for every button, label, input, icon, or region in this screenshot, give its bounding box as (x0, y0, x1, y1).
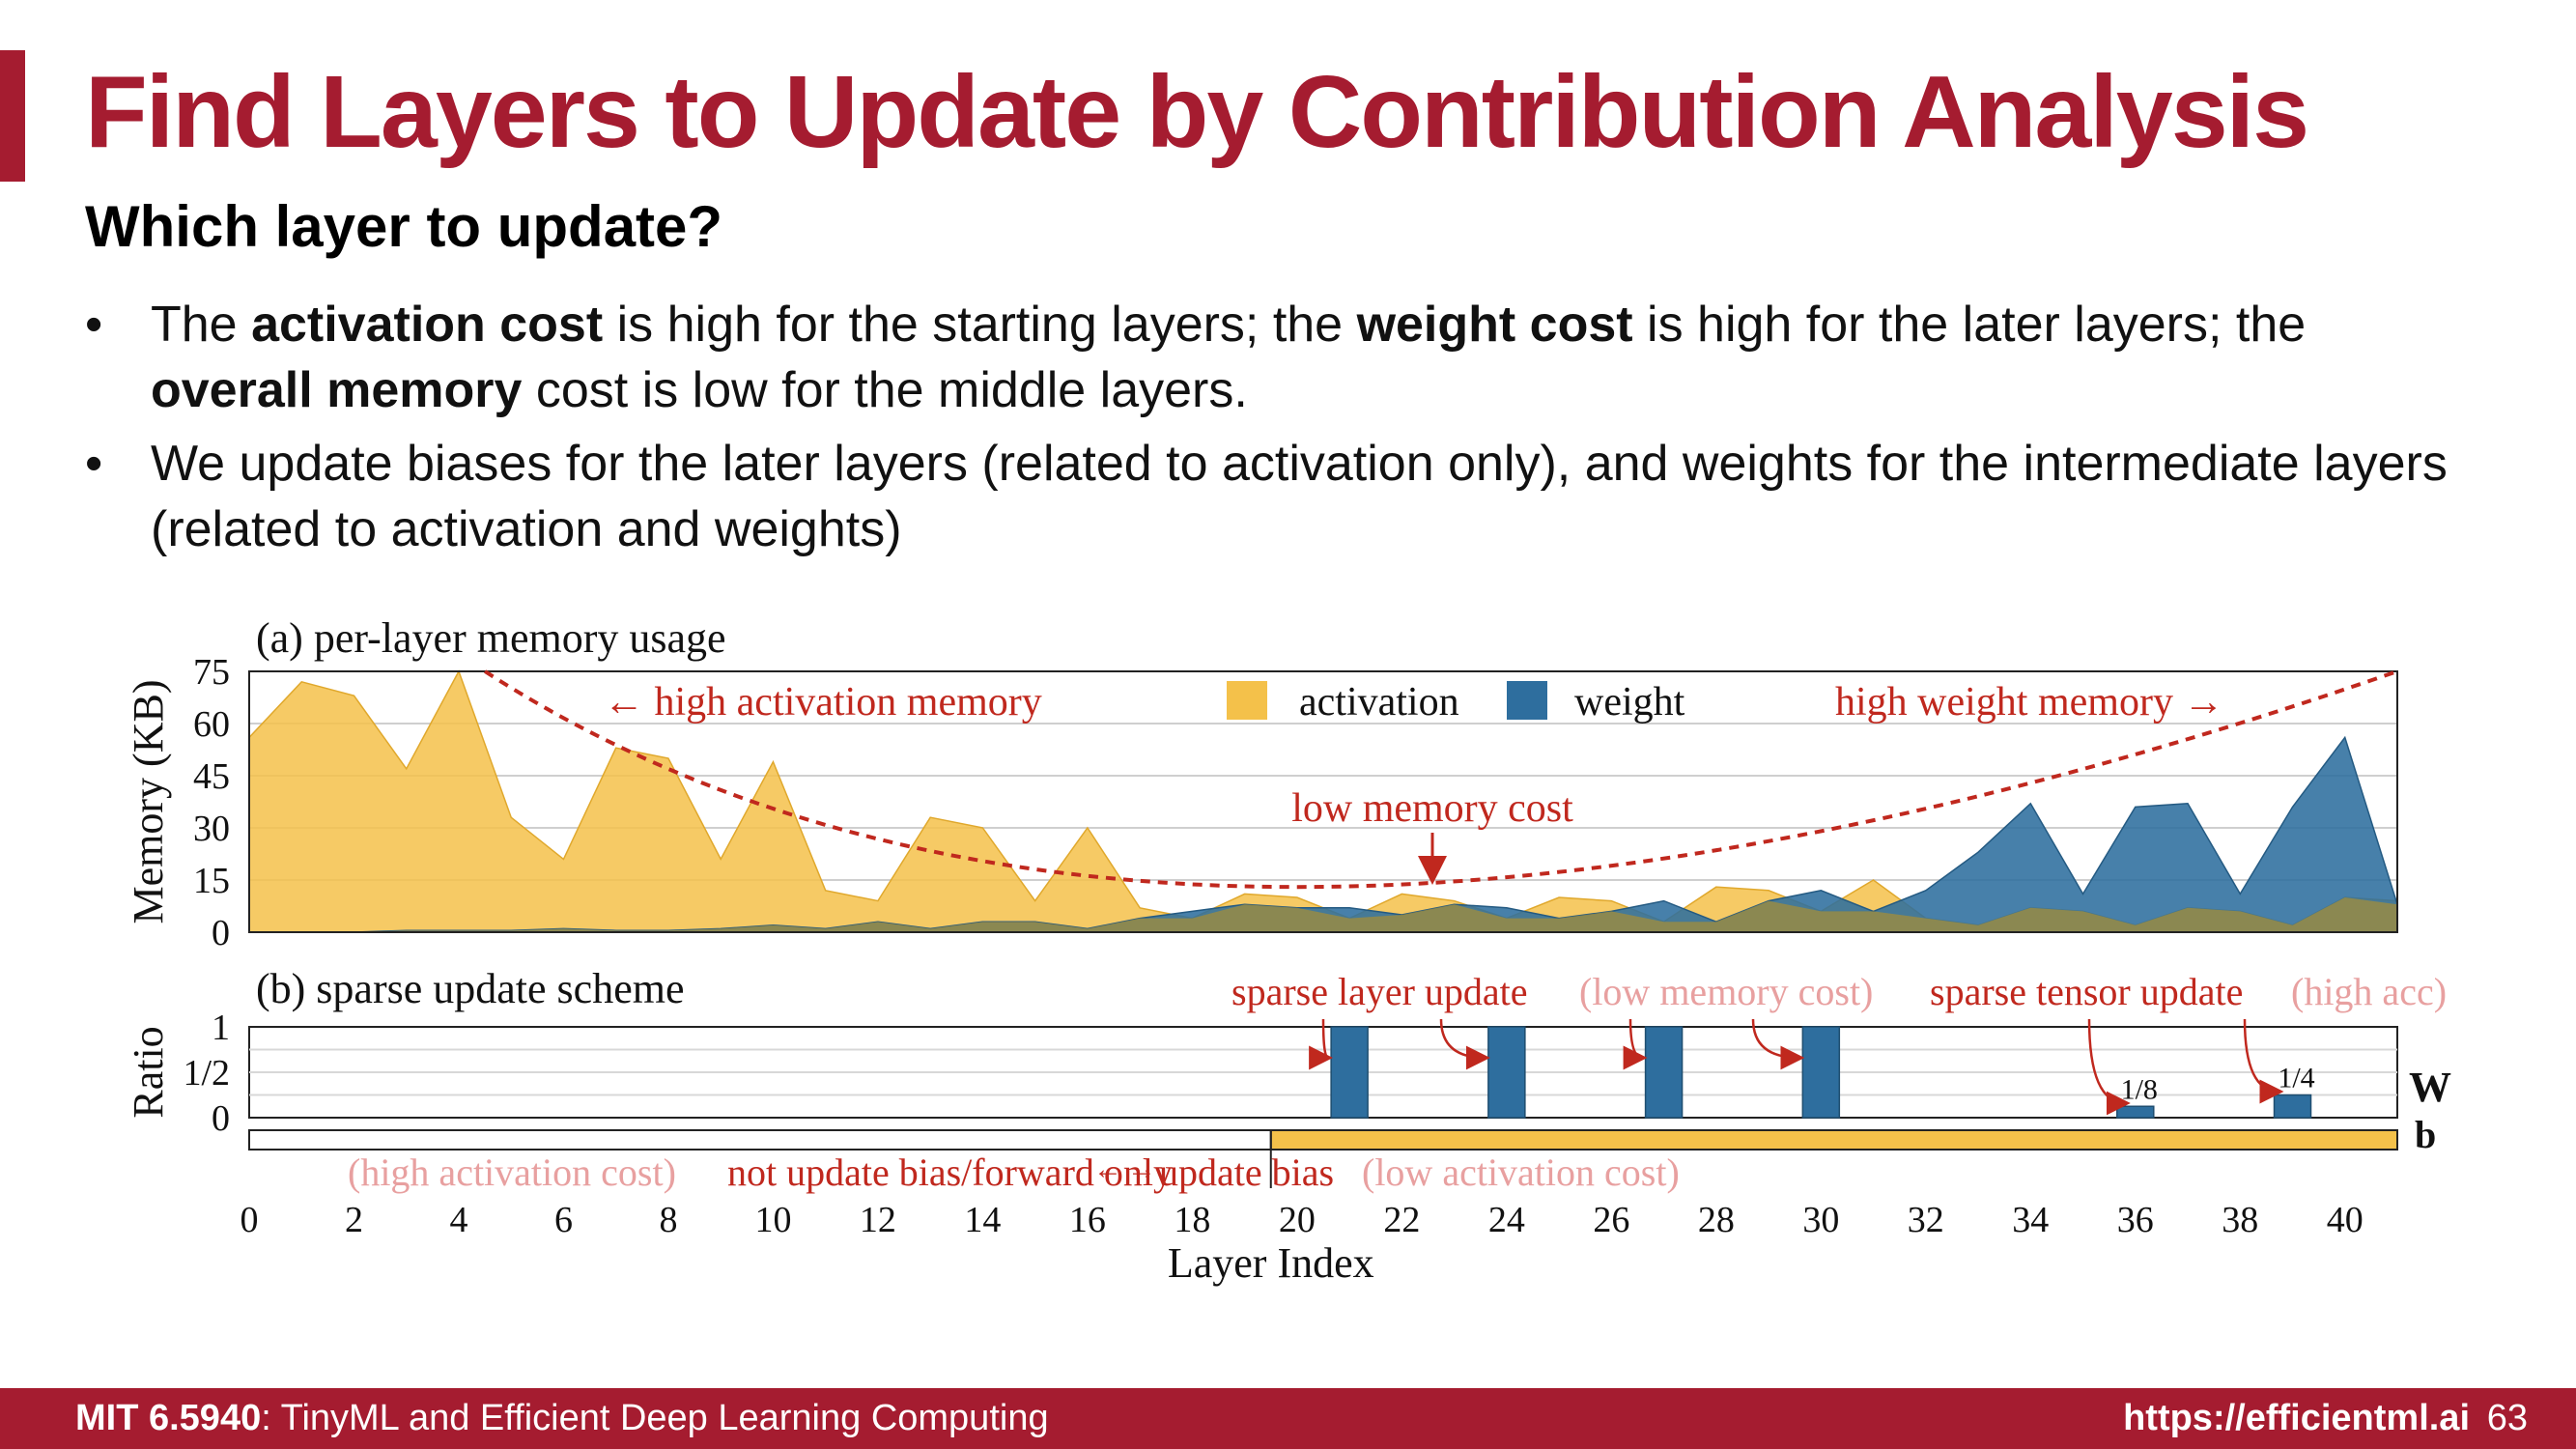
x-tick-label: 38 (2222, 1200, 2258, 1240)
row-label-bias: b (2415, 1113, 2436, 1156)
bullet-emphasis: weight cost (1356, 297, 1633, 353)
x-tick-label: 12 (860, 1200, 896, 1240)
ratio-axis-label: Ratio (125, 1026, 172, 1118)
x-tick-label: 10 (754, 1200, 791, 1240)
annotation-sparse-tensor-note: (high acc) (2291, 970, 2447, 1013)
x-tick-label: 40 (2327, 1200, 2364, 1240)
bullet-marker: • (85, 436, 103, 492)
annotation-arrow (1309, 1018, 1334, 1070)
x-tick-label: 4 (449, 1200, 467, 1240)
y-tick-label: 15 (193, 861, 230, 901)
annotation-sparse-tensor: sparse tensor update (1930, 970, 2243, 1013)
x-tick-label: 36 (2117, 1200, 2154, 1240)
weight-update-bar (1330, 1026, 1369, 1119)
bullet-text: We update biases for the later layers (r… (151, 436, 2448, 557)
x-tick-label: 32 (1908, 1200, 1944, 1240)
y-axis-label: Memory (KB) (125, 680, 172, 924)
x-tick-label: 20 (1279, 1200, 1316, 1240)
bullet-text: cost is low for the middle layers. (522, 362, 1248, 418)
x-tick-label: 14 (964, 1200, 1001, 1240)
y-tick-label: 60 (193, 704, 230, 745)
legend-swatch-activation (1227, 681, 1267, 720)
page-number: 63 (2486, 1398, 2528, 1438)
legend-swatch-weight (1507, 681, 1547, 720)
ratio-tick-label: 1/2 (183, 1053, 230, 1094)
ratio-fraction-label: 1/4 (2278, 1063, 2314, 1094)
annotation-arrow (1751, 1018, 1805, 1070)
footer-url: https://efficientml.ai (2123, 1398, 2470, 1438)
row-label-weight: W (2409, 1064, 2451, 1111)
x-tick-label: 22 (1383, 1200, 1420, 1240)
annotation-not-update-bias: not update bias/forward only (727, 1151, 1173, 1194)
title-accent-bar (0, 50, 25, 182)
annotation-arrow (1439, 1018, 1490, 1070)
slide-title: Find Layers to Update by Contribution An… (85, 55, 2309, 169)
bullet-emphasis: overall memory (151, 362, 523, 418)
x-tick-label: 30 (1802, 1200, 1839, 1240)
overlap-area (249, 897, 2397, 932)
bullet-text: is high for the starting layers; the (603, 297, 1357, 353)
weight-update-bar (2116, 1105, 2155, 1119)
bullet-item: • The activation cost is high for the st… (85, 292, 2480, 423)
footer-course: MIT 6.5940: TinyML and Efficient Deep Le… (75, 1398, 1049, 1439)
bullet-emphasis: activation cost (251, 297, 604, 353)
bullet-list: • The activation cost is high for the st… (85, 292, 2480, 570)
course-code: MIT 6.5940 (75, 1398, 262, 1438)
left-arrow-glyph: ← (1093, 1153, 1122, 1185)
ratio-tick-label: 0 (212, 1098, 230, 1139)
panel-b-title: (b) sparse update scheme (256, 965, 684, 1012)
y-tick-label: 45 (193, 756, 230, 797)
x-tick-label: 24 (1488, 1200, 1525, 1240)
legend-label-weight: weight (1574, 680, 1685, 724)
right-arrow-glyph: → (1127, 1153, 1156, 1185)
legend-label-activation: activation (1299, 680, 1459, 724)
x-tick-label: 0 (241, 1200, 259, 1240)
annotation-sparse-layer-note: (low memory cost) (1579, 970, 1873, 1013)
slide-subtitle: Which layer to update? (85, 194, 723, 259)
y-tick-label: 75 (193, 652, 230, 693)
annotation-high-weight: high weight memory → (1835, 680, 2223, 724)
y-tick-label: 0 (212, 913, 230, 953)
x-tick-label: 6 (554, 1200, 573, 1240)
x-tick-label: 28 (1698, 1200, 1735, 1240)
annotation-low-activation-cost: (low activation cost) (1362, 1151, 1680, 1194)
x-tick-label: 16 (1069, 1200, 1106, 1240)
annotation-high-activation-cost: (high activation cost) (348, 1151, 676, 1194)
x-tick-label: 8 (659, 1200, 677, 1240)
chart-figure: 0 15 30 45 60 75 (a) per-layer memory usage Mem… (116, 609, 2473, 1294)
x-tick-label: 34 (2012, 1200, 2049, 1240)
weight-update-bar (2273, 1094, 2312, 1119)
memory-trend-curve (484, 669, 2398, 890)
weight-update-bar (1801, 1026, 1841, 1119)
x-tick-label: 2 (345, 1200, 363, 1240)
bullet-marker: • (85, 297, 103, 353)
weight-update-bar (1644, 1026, 1684, 1119)
panel-a-title: (a) per-layer memory usage (256, 614, 726, 662)
annotation-update-bias: update bias (1159, 1151, 1334, 1194)
annotation-arrow (1623, 1018, 1648, 1070)
annotation-sparse-layer: sparse layer update (1231, 970, 1528, 1013)
bullet-item: • We update biases for the later layers … (85, 431, 2480, 562)
bias-update-bar (1269, 1129, 2398, 1151)
bullet-text: The (151, 297, 252, 353)
weight-update-bar (1487, 1026, 1526, 1119)
plot-frame (248, 670, 2398, 933)
x-tick-label: 18 (1174, 1200, 1210, 1240)
footer-bar: MIT 6.5940: TinyML and Efficient Deep Le… (0, 1388, 2576, 1449)
ratio-fraction-label: 1/8 (2121, 1073, 2158, 1105)
annotation-high-activation: ← high activation memory (604, 680, 1042, 724)
x-axis-label: Layer Index (1168, 1239, 1374, 1287)
annotation-low-memory: low memory cost (1291, 786, 1573, 831)
x-tick-label: 26 (1593, 1200, 1629, 1240)
ratio-tick-label: 1 (212, 1008, 230, 1048)
bullet-text: is high for the later layers; the (1632, 297, 2307, 353)
annotation-arrow (2087, 1018, 2131, 1116)
y-tick-label: 30 (193, 809, 230, 849)
annotation-arrow (2243, 1018, 2284, 1104)
course-name: : TinyML and Efficient Deep Learning Com… (261, 1398, 1049, 1438)
